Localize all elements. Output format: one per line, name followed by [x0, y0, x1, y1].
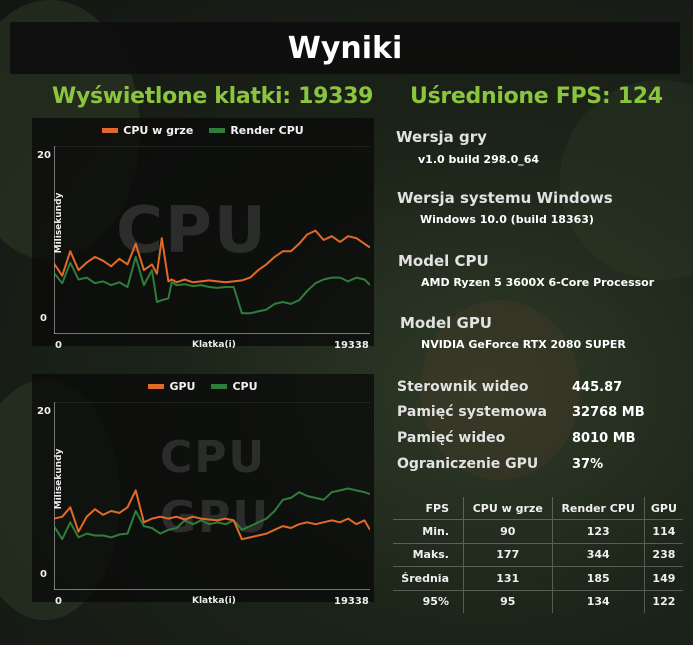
legend-swatch: [211, 384, 228, 389]
chart-plot-area: [54, 146, 370, 334]
table-header-row: FPS CPU w grze Render CPU GPU: [393, 497, 683, 520]
legend-label: Render CPU: [230, 124, 304, 137]
game-version-value: v1.0 build 298.0_64: [418, 153, 540, 166]
gpu-model-label: Model GPU: [400, 314, 492, 332]
background-foliage: [420, 300, 580, 480]
column-header: GPU: [643, 497, 683, 520]
fps-table: FPS CPU w grze Render CPU GPU Min. 90 12…: [393, 497, 683, 613]
windows-version-label: Wersja systemu Windows: [397, 189, 613, 207]
title-bar: Wyniki: [10, 22, 680, 74]
column-header: CPU w grze: [463, 497, 553, 520]
table-row: Maks. 177 344 238: [393, 542, 683, 567]
table-cell: 114: [643, 519, 683, 543]
background-foliage: [560, 80, 693, 280]
chart-watermark: CPU: [116, 194, 268, 268]
legend-label: CPU w grze: [123, 124, 194, 137]
table-cell: 149: [643, 566, 683, 590]
series-line-gpu: [54, 489, 370, 541]
table-row: Min. 90 123 114: [393, 519, 683, 543]
row-label: 95%: [393, 589, 464, 613]
game-version-label: Wersja gry: [396, 128, 487, 146]
video-memory-value: 8010 MB: [572, 431, 636, 446]
legend-item: Render CPU: [209, 124, 304, 137]
frames-stat: Wyświetlone klatki: 19339: [52, 84, 374, 109]
y-tick-label: 0: [40, 569, 47, 580]
legend-item: GPU: [148, 380, 195, 393]
system-memory-value: 32768 MB: [572, 405, 645, 420]
legend-swatch: [148, 384, 165, 389]
legend-swatch: [102, 128, 119, 133]
y-tick-label: 20: [37, 150, 51, 161]
x-axis-label: Klatka(i): [192, 340, 236, 350]
column-header: FPS: [425, 501, 450, 515]
x-tick-label: 19338: [334, 596, 369, 607]
table-row: Średnia 131 185 149: [393, 566, 683, 590]
x-tick-label: 0: [55, 340, 62, 351]
legend-item: CPU w grze: [102, 124, 193, 137]
legend-item: CPU: [211, 380, 258, 393]
fps-stat: Uśrednione FPS: 124: [410, 84, 663, 109]
gpu-limit-value: 37%: [572, 457, 604, 472]
gpu-cpu-frametime-chart: CPU GPU GPU CPU 20 0 Milisekundy 0 19338…: [32, 374, 374, 607]
legend-label: GPU: [169, 380, 196, 393]
row-label: Min.: [393, 519, 464, 543]
x-axis-label: Klatka(i): [192, 596, 236, 606]
video-driver-value: 445.87: [572, 380, 623, 395]
table-cell: 122: [643, 589, 683, 613]
table-cell: 123: [551, 519, 645, 543]
x-tick-label: 19338: [334, 340, 369, 351]
page-title: Wyniki: [287, 30, 403, 66]
video-driver-label: Sterownik wideo: [397, 379, 529, 395]
table-cell: 134: [551, 589, 645, 613]
cpu-model-label: Model CPU: [398, 252, 489, 270]
cpu-frametime-chart: CPU CPU w grze Render CPU 20 0 Milisekun…: [32, 118, 374, 351]
series-line-render-cpu: [54, 255, 370, 315]
system-memory-label: Pamięć systemowa: [397, 404, 547, 420]
chart-watermark: CPU: [160, 432, 267, 483]
windows-version-value: Windows 10.0 (build 18363): [420, 213, 594, 226]
table-row: 95% 95 134 122: [393, 589, 683, 613]
table-cell: 131: [463, 566, 553, 590]
column-header: Render CPU: [551, 497, 645, 520]
series-line-cpu: [54, 487, 370, 541]
table-cell: 95: [463, 589, 553, 613]
table-cell: 344: [551, 542, 645, 567]
video-memory-label: Pamięć wideo: [397, 430, 506, 446]
row-label: Maks.: [393, 542, 464, 567]
chart-legend: GPU CPU: [32, 380, 374, 393]
series-line-cpu-w-grze: [54, 229, 370, 284]
chart-plot-area: [54, 402, 370, 590]
y-tick-label: 0: [40, 313, 47, 324]
chart-legend: CPU w grze Render CPU: [32, 124, 374, 137]
row-label: Średnia: [393, 566, 464, 590]
legend-swatch: [209, 128, 226, 133]
table-cell: 185: [551, 566, 645, 590]
y-tick-label: 20: [37, 406, 51, 417]
table-cell: 90: [463, 519, 553, 543]
x-tick-label: 0: [55, 596, 62, 607]
gpu-model-value: NVIDIA GeForce RTX 2080 SUPER: [421, 338, 626, 351]
table-cell: 177: [463, 542, 553, 567]
table-cell: 238: [643, 542, 683, 567]
cpu-model-value: AMD Ryzen 5 3600X 6-Core Processor: [421, 276, 655, 289]
gpu-limit-label: Ograniczenie GPU: [397, 456, 539, 472]
legend-label: CPU: [232, 380, 258, 393]
